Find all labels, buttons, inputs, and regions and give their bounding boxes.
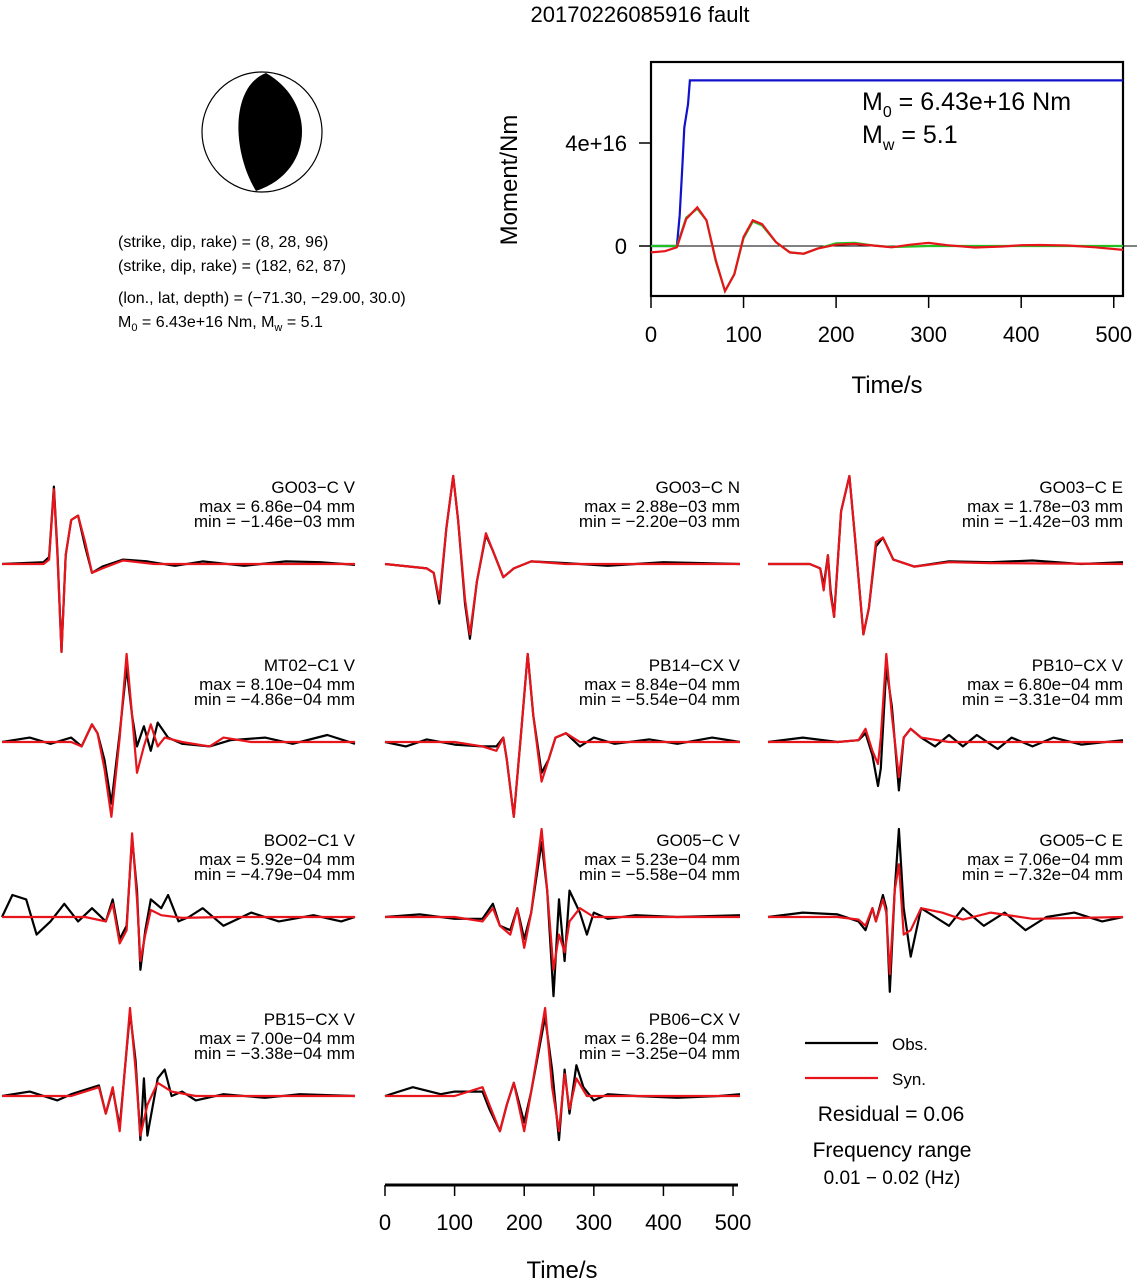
station-min: min = −1.42e−03 mm — [962, 512, 1123, 531]
station-min: min = −7.32e−04 mm — [962, 865, 1123, 884]
moment-y-tick-label: 4e+16 — [565, 131, 627, 156]
station-min: min = −3.25e−04 mm — [579, 1044, 740, 1063]
moment-annotation-m0: M0 = 6.43e+16 Nm — [862, 88, 1071, 121]
waveform-x-label: Time/s — [526, 1257, 597, 1281]
station-min: min = −5.54e−04 mm — [579, 690, 740, 709]
station-min: min = −1.46e−03 mm — [194, 512, 355, 531]
station-name: PB14−CX V — [649, 656, 741, 675]
legend-syn-label: Syn. — [892, 1070, 926, 1089]
moment-x-tick-label: 400 — [1003, 322, 1040, 347]
observed-trace — [1, 1011, 356, 1142]
waveform-time-axis: 0 100 200 300 400 500 Time/s — [379, 1183, 752, 1281]
moment-magnitude-line: M0 = 6.43e+16 Nm, Mw = 5.1 — [118, 314, 323, 334]
synthetic-trace — [768, 474, 1124, 636]
moment-x-tick-label: 0 — [645, 322, 657, 347]
event-info: (strike, dip, rake) = (8, 28, 96) (strik… — [118, 234, 406, 334]
nodal-plane-2: (strike, dip, rake) = (182, 62, 87) — [118, 258, 346, 275]
station-max: max = 5.23e−04 mm — [584, 850, 740, 869]
station-min: min = −3.38e−04 mm — [194, 1044, 355, 1063]
station-min: min = −2.20e−03 mm — [579, 512, 740, 531]
station-min: min = −4.79e−04 mm — [194, 865, 355, 884]
synthetic-trace — [2, 1006, 355, 1137]
station-min: min = −3.31e−04 mm — [962, 690, 1123, 709]
synthetic-trace — [2, 488, 355, 654]
waveform-x-tick-label: 500 — [715, 1210, 752, 1235]
moment-y-axis: 0 4e+16 — [565, 131, 651, 259]
synthetic-trace — [768, 652, 1123, 779]
station-max: max = 2.88e−03 mm — [584, 497, 740, 516]
synthetic-trace — [385, 1006, 740, 1133]
waveform-x-tick-label: 200 — [506, 1210, 543, 1235]
synthetic-trace — [385, 652, 740, 818]
figure-title: 20170226085916 fault — [531, 2, 750, 27]
station-name: GO03−C N — [655, 478, 740, 497]
waveform-x-tick-label: 300 — [575, 1210, 612, 1235]
station-max: max = 6.80e−04 mm — [967, 675, 1123, 694]
moment-series — [650, 79, 1124, 294]
moment-series-0 — [651, 79, 1123, 248]
synthetic-trace — [2, 652, 355, 818]
synthetic-trace — [2, 832, 355, 963]
moment-x-tick-label: 300 — [910, 322, 947, 347]
legend-obs-label: Obs. — [892, 1035, 928, 1054]
station-name: PB06−CX V — [649, 1010, 741, 1029]
station-max: max = 8.84e−04 mm — [584, 675, 740, 694]
moment-x-tick-label: 100 — [725, 322, 762, 347]
station-max: max = 7.06e−04 mm — [967, 850, 1123, 869]
station-name: MT02−C1 V — [264, 656, 356, 675]
moment-chart: 0 100 200 300 400 500 0 4e+16 Moment/Nm Time/s… — [496, 60, 1137, 399]
station-name: PB10−CX V — [1032, 656, 1124, 675]
synthetic-trace — [768, 863, 1124, 976]
moment-annotation-mw: Mw = 5.1 — [862, 121, 958, 154]
observed-trace — [767, 827, 1124, 993]
station-max: max = 6.86e−04 mm — [199, 497, 355, 516]
station-min: min = −5.58e−04 mm — [579, 865, 740, 884]
station-max: max = 7.00e−04 mm — [199, 1029, 355, 1048]
station-name: GO05−C V — [656, 831, 740, 850]
moment-x-axis: 0 100 200 300 400 500 — [645, 296, 1132, 347]
synthetic-trace — [385, 827, 740, 971]
legend: Obs. Syn. Residual = 0.06 Frequency rang… — [805, 1035, 971, 1189]
waveform-x-tick-label: 100 — [436, 1210, 473, 1235]
moment-x-label: Time/s — [851, 372, 922, 399]
station-name: GO03−C E — [1039, 478, 1123, 497]
waveform-x-tick-label: 0 — [379, 1210, 391, 1235]
residual-text: Residual = 0.06 — [818, 1103, 965, 1126]
frequency-value: 0.01 − 0.02 (Hz) — [824, 1168, 961, 1189]
moment-x-tick-label: 500 — [1095, 322, 1132, 347]
moment-y-label: Moment/Nm — [496, 115, 523, 246]
station-name: PB15−CX V — [264, 1010, 356, 1029]
station-name: GO05−C E — [1039, 831, 1123, 850]
moment-x-tick-label: 200 — [818, 322, 855, 347]
station-max: max = 8.10e−04 mm — [199, 675, 355, 694]
moment-chart-frame — [649, 60, 1125, 298]
beachball-icon — [201, 71, 323, 193]
synthetic-trace — [384, 474, 740, 636]
moment-y-tick-label: 0 — [615, 234, 627, 259]
station-max: max = 6.28e−04 mm — [584, 1029, 740, 1048]
station-max: max = 1.78e−03 mm — [967, 497, 1123, 516]
nodal-plane-1: (strike, dip, rake) = (8, 28, 96) — [118, 234, 328, 251]
waveform-x-tick-label: 400 — [645, 1210, 682, 1235]
station-min: min = −4.86e−04 mm — [194, 690, 355, 709]
hypocenter: (lon., lat, depth) = (−71.30, −29.00, 30… — [118, 290, 406, 307]
station-name: BO02−C1 V — [264, 831, 356, 850]
station-max: max = 5.92e−04 mm — [199, 850, 355, 869]
frequency-title: Frequency range — [813, 1139, 972, 1162]
moment-series-2 — [650, 205, 1124, 294]
station-name: GO03−C V — [271, 478, 355, 497]
